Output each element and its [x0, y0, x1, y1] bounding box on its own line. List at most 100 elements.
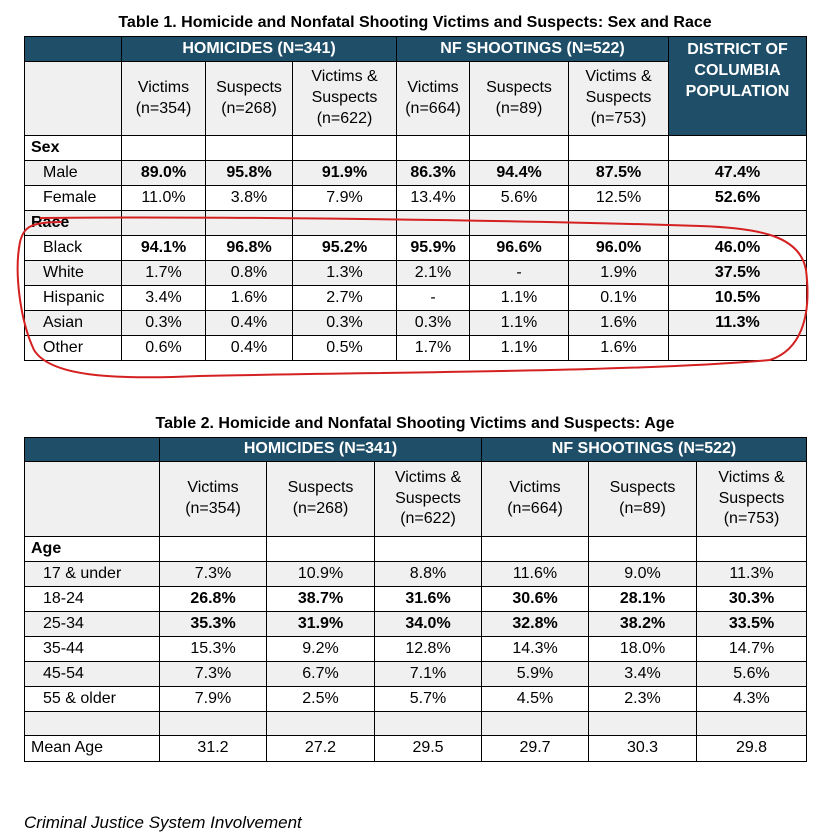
- table1-group-nf-shootings: NF SHOOTINGS (N=522): [396, 36, 670, 62]
- value-cell: 1.6%: [568, 310, 670, 336]
- row-label: Asian: [24, 310, 122, 336]
- table-row: White 1.7% 0.8% 1.3% 2.1% -1.9% 37.5%: [24, 260, 808, 286]
- value-cell: 12.8%: [373, 636, 483, 662]
- population-cell: 52.6%: [668, 185, 808, 211]
- value-cell: 13.4%: [396, 185, 471, 211]
- value-cell: 7.9%: [291, 185, 398, 211]
- value-cell: 31.9%: [266, 611, 375, 637]
- value-cell: 7.3%: [159, 661, 267, 687]
- value-cell: 5.6%: [469, 185, 570, 211]
- value-cell: 94.4%: [469, 160, 570, 186]
- value-cell: 6.7%: [266, 661, 375, 687]
- table2-mean-cell: 27.2: [266, 735, 375, 762]
- value-cell: 1.9%: [568, 260, 670, 286]
- value-cell: 30.3%: [696, 586, 808, 612]
- value-cell: 96.8%: [205, 235, 293, 261]
- table1-title: Table 1. Homicide and Nonfatal Shooting …: [118, 14, 712, 31]
- value-cell: 1.1%: [469, 310, 570, 336]
- value-cell: 95.9%: [396, 235, 471, 261]
- table1-subheader-corner: [24, 61, 122, 136]
- table1-col-header: Victims & Suspects (n=753): [568, 61, 670, 136]
- value-cell: -: [396, 285, 471, 311]
- row-label: White: [24, 260, 122, 286]
- value-cell: 10.9%: [266, 561, 375, 587]
- value-cell: 26.8%: [159, 586, 267, 612]
- table1: HOMICIDES (N=341) NF SHOOTINGS (N=522) D…: [24, 36, 808, 361]
- value-cell: 2.3%: [588, 686, 698, 712]
- table2: HOMICIDES (N=341) NF SHOOTINGS (N=522) V…: [24, 437, 808, 762]
- value-cell: 89.0%: [121, 160, 206, 186]
- table1-col-header: Victims & Suspects (n=622): [291, 61, 398, 136]
- value-cell: 4.3%: [696, 686, 808, 712]
- value-cell: 38.2%: [588, 611, 698, 637]
- value-cell: 2.1%: [396, 260, 471, 286]
- table-row: 18-24 26.8% 38.7% 31.6% 30.6% 28.1% 30.3%: [24, 586, 808, 612]
- table1-section-row: Sex: [24, 135, 808, 161]
- table2-col-header: Victims (n=664): [481, 461, 590, 537]
- value-cell: 4.5%: [481, 686, 590, 712]
- table1-group-dc-population: DISTRICT OF COLUMBIA POPULATION: [668, 36, 808, 136]
- row-label: 25-34: [24, 611, 160, 637]
- value-cell: 14.7%: [696, 636, 808, 662]
- table2-spacer-row: [24, 711, 808, 736]
- table-row: Male 89.0% 95.8% 91.9% 86.3% 94.4% 87.5% 47.4%: [24, 160, 808, 186]
- section-caption: Criminal Justice System Involvement: [24, 813, 302, 832]
- value-cell: 2.5%: [266, 686, 375, 712]
- table1-col-header: Suspects (n=268): [205, 61, 293, 136]
- table1-col-header: Victims (n=664): [396, 61, 471, 136]
- table2-section-age: Age: [24, 536, 160, 562]
- table2-col-header: Victims & Suspects (n=753): [696, 461, 808, 537]
- value-cell: 5.6%: [696, 661, 808, 687]
- value-cell: -: [469, 260, 570, 286]
- population-cell: 46.0%: [668, 235, 808, 261]
- value-cell: 1.1%: [469, 335, 570, 361]
- value-cell: 34.0%: [373, 611, 483, 637]
- table1-group-homicides: HOMICIDES (N=341): [120, 36, 398, 62]
- table2-col-header: Victims & Suspects (n=622): [373, 461, 483, 537]
- row-label: Male: [24, 160, 122, 186]
- table2-col-header: Suspects (n=268): [266, 461, 375, 537]
- value-cell: 0.3%: [396, 310, 471, 336]
- value-cell: 11.6%: [481, 561, 590, 587]
- value-cell: 86.3%: [396, 160, 471, 186]
- table2-mean-cell: 29.5: [373, 735, 483, 762]
- value-cell: 35.3%: [159, 611, 267, 637]
- table2-mean-cell: 29.8: [696, 735, 808, 762]
- value-cell: 5.9%: [481, 661, 590, 687]
- row-label: 45-54: [24, 661, 160, 687]
- value-cell: 5.7%: [373, 686, 483, 712]
- population-cell: 11.3%: [668, 310, 808, 336]
- table-row: 17 & under 7.3% 10.9% 8.8% 11.6% 9.0% 11.3%: [24, 561, 808, 587]
- table2-col-header: Victims (n=354): [159, 461, 267, 537]
- table-row: 45-54 7.3% 6.7% 7.1% 5.9% 3.4% 5.6%: [24, 661, 808, 687]
- value-cell: 2.7%: [291, 285, 398, 311]
- value-cell: 0.3%: [291, 310, 398, 336]
- value-cell: 1.7%: [121, 260, 206, 286]
- value-cell: 8.8%: [373, 561, 483, 587]
- table2-header-corner: [24, 437, 160, 462]
- value-cell: 95.2%: [291, 235, 398, 261]
- table-row: Asian 0.3% 0.4% 0.3% 0.3% 1.1% 1.6% 11.3%: [24, 310, 808, 336]
- table2-group-homicides: HOMICIDES (N=341): [158, 437, 483, 462]
- value-cell: 3.8%: [205, 185, 293, 211]
- value-cell: 1.1%: [469, 285, 570, 311]
- value-cell: 11.0%: [121, 185, 206, 211]
- table2-mean-row: Mean Age 31.2 27.2 29.5 29.7 30.3 29.8: [24, 735, 808, 762]
- value-cell: 96.0%: [568, 235, 670, 261]
- value-cell: 3.4%: [121, 285, 206, 311]
- table-row: Female 11.0% 3.8% 7.9% 13.4% 5.6% 12.5% 52.6%: [24, 185, 808, 211]
- value-cell: 31.6%: [373, 586, 483, 612]
- value-cell: 38.7%: [266, 586, 375, 612]
- population-cell: 10.5%: [668, 285, 808, 311]
- value-cell: 7.3%: [159, 561, 267, 587]
- table2-mean-cell: 30.3: [588, 735, 698, 762]
- value-cell: 0.4%: [205, 335, 293, 361]
- table2-section-row: Age: [24, 536, 808, 562]
- value-cell: 0.4%: [205, 310, 293, 336]
- table-row: 35-44 15.3% 9.2% 12.8% 14.3% 18.0% 14.7%: [24, 636, 808, 662]
- row-label: 55 & older: [24, 686, 160, 712]
- table-row: Other 0.6% 0.4% 0.5% 1.7% 1.1% 1.6%: [24, 335, 808, 361]
- population-cell: 37.5%: [668, 260, 808, 286]
- row-label: Female: [24, 185, 122, 211]
- row-label: Hispanic: [24, 285, 122, 311]
